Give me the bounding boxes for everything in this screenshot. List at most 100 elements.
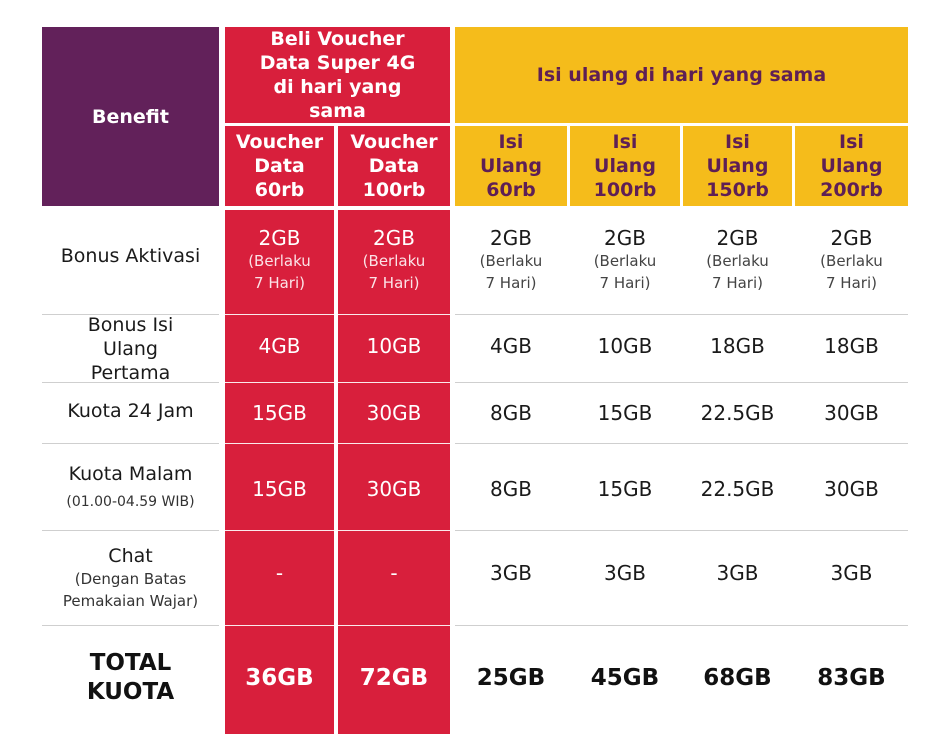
row-sublabel: (Dengan Batas Pemakaian Wajar): [62, 570, 199, 610]
header-col-isi-ulang-200: Isi Ulang 200rb: [795, 126, 908, 206]
cell-value: 8GB: [490, 477, 532, 501]
total-label: TOTAL KUOTA: [86, 650, 175, 705]
cell-kuota-24-isi-100: 15GB: [570, 383, 680, 443]
header-col-label: Voucher Data 100rb: [350, 131, 438, 201]
cell-value: 22.5GB: [700, 477, 775, 501]
header-col-voucher-60: Voucher Data 60rb: [225, 126, 334, 206]
total-isi-100: 45GB: [570, 626, 680, 730]
cell-bonus-aktivasi-isi-60: 2GB (Berlaku 7 Hari): [455, 226, 567, 308]
header-col-voucher-100: Voucher Data 100rb: [338, 126, 450, 206]
header-group-isi-ulang-label: Isi ulang di hari yang sama: [536, 64, 827, 86]
cell-value: 2GB: [258, 226, 301, 250]
header-group-isi-ulang: Isi ulang di hari yang sama: [455, 27, 908, 123]
cell-kuota-malam-voucher-60: 15GB: [225, 444, 334, 534]
row-sublabel: (01.00-04.59 WIB): [66, 494, 195, 510]
row-label-total-kuota: TOTAL KUOTA: [42, 626, 219, 730]
cell-value: 15GB: [252, 401, 307, 425]
cell-kuota-malam-isi-60: 8GB: [455, 444, 567, 534]
row-label-bonus-aktivasi: Bonus Aktivasi: [42, 210, 219, 302]
cell-value: 4GB: [490, 334, 532, 358]
voucher-60-column-bg: [225, 210, 334, 734]
cell-value: 30GB: [366, 401, 422, 425]
cell-kuota-malam-isi-200: 30GB: [795, 444, 908, 534]
cell-note: (Berlaku 7 Hari): [248, 252, 311, 292]
total-value: 68GB: [703, 665, 772, 691]
header-col-isi-ulang-60: Isi Ulang 60rb: [455, 126, 567, 206]
cell-value: 15GB: [252, 477, 307, 501]
cell-bonus-aktivasi-isi-150: 2GB (Berlaku 7 Hari): [683, 226, 792, 308]
header-benefit: Benefit: [42, 27, 219, 206]
cell-value: 8GB: [490, 401, 532, 425]
row-label-kuota-24-jam: Kuota 24 Jam: [42, 383, 219, 439]
cell-bonus-isi-ulang-voucher-100: 10GB: [338, 315, 450, 377]
cell-bonus-isi-ulang-isi-60: 4GB: [455, 315, 567, 377]
cell-chat-isi-150: 3GB: [683, 531, 792, 615]
cell-value: 15GB: [597, 477, 653, 501]
cell-value: 3GB: [830, 561, 873, 585]
cell-value: 18GB: [710, 334, 765, 358]
cell-chat-voucher-100: -: [338, 531, 450, 615]
cell-bonus-isi-ulang-isi-150: 18GB: [683, 315, 792, 377]
header-benefit-label: Benefit: [92, 105, 169, 128]
row-label: Chat: [108, 545, 153, 567]
cell-chat-isi-60: 3GB: [455, 531, 567, 615]
cell-value: 30GB: [824, 401, 879, 425]
header-group-voucher: Beli Voucher Data Super 4G di hari yang …: [225, 27, 450, 123]
total-value: 36GB: [245, 665, 314, 691]
header-col-isi-ulang-100: Isi Ulang 100rb: [570, 126, 680, 206]
row-label-chat: Chat (Dengan Batas Pemakaian Wajar): [42, 531, 219, 625]
total-value: 45GB: [590, 665, 660, 691]
cell-kuota-malam-isi-100: 15GB: [570, 444, 680, 534]
cell-value: 10GB: [366, 334, 422, 358]
cell-chat-voucher-60: -: [225, 531, 334, 615]
cell-bonus-aktivasi-voucher-100: 2GB (Berlaku 7 Hari): [338, 226, 450, 308]
cell-value: 22.5GB: [700, 401, 775, 425]
cell-kuota-24-isi-150: 22.5GB: [683, 383, 792, 443]
header-col-label: Isi Ulang 150rb: [706, 131, 769, 201]
cell-value: 3GB: [604, 561, 646, 585]
cell-kuota-24-voucher-60: 15GB: [225, 383, 334, 443]
cell-value: 2GB: [604, 226, 646, 250]
cell-note: (Berlaku 7 Hari): [820, 252, 883, 292]
cell-kuota-24-voucher-100: 30GB: [338, 383, 450, 443]
row-label: Bonus Aktivasi: [60, 245, 201, 267]
cell-value: -: [390, 561, 398, 585]
header-col-isi-ulang-150: Isi Ulang 150rb: [683, 126, 792, 206]
cell-kuota-malam-isi-150: 22.5GB: [683, 444, 792, 534]
header-col-label: Voucher Data 60rb: [235, 131, 324, 201]
cell-kuota-malam-voucher-100: 30GB: [338, 444, 450, 534]
cell-value: 2GB: [830, 226, 873, 250]
cell-value: 2GB: [490, 226, 532, 250]
header-col-label: Isi Ulang 200rb: [820, 131, 883, 201]
cell-value: 2GB: [716, 226, 759, 250]
voucher-100-column-bg: [338, 210, 450, 734]
cell-chat-isi-200: 3GB: [795, 531, 908, 615]
row-label-bonus-isi-ulang-pertama: Bonus Isi Ulang Pertama: [42, 314, 219, 384]
cell-value: 30GB: [824, 477, 879, 501]
cell-bonus-aktivasi-voucher-60: 2GB (Berlaku 7 Hari): [225, 226, 334, 308]
row-label: Kuota Malam: [68, 463, 193, 485]
cell-bonus-aktivasi-isi-200: 2GB (Berlaku 7 Hari): [795, 226, 908, 308]
total-value: 83GB: [817, 665, 886, 691]
cell-bonus-aktivasi-isi-100: 2GB (Berlaku 7 Hari): [570, 226, 680, 308]
cell-kuota-24-isi-200: 30GB: [795, 383, 908, 443]
total-voucher-60: 36GB: [225, 626, 334, 730]
cell-chat-isi-100: 3GB: [570, 531, 680, 615]
row-label-kuota-malam: Kuota Malam (01.00-04.59 WIB): [42, 444, 219, 530]
cell-note: (Berlaku 7 Hari): [593, 252, 657, 292]
total-isi-200: 83GB: [795, 626, 908, 730]
total-isi-150: 68GB: [683, 626, 792, 730]
cell-note: (Berlaku 7 Hari): [479, 252, 543, 292]
header-group-voucher-label: Beli Voucher Data Super 4G di hari yang …: [259, 28, 416, 122]
row-label: Kuota 24 Jam: [67, 400, 194, 422]
total-isi-60: 25GB: [455, 626, 567, 730]
cell-bonus-isi-ulang-isi-200: 18GB: [795, 315, 908, 377]
total-value: 25GB: [476, 665, 546, 691]
cell-value: 4GB: [258, 334, 301, 358]
cell-value: 18GB: [824, 334, 879, 358]
header-col-label: Isi Ulang 60rb: [480, 131, 542, 201]
cell-bonus-isi-ulang-voucher-60: 4GB: [225, 315, 334, 377]
header-col-label: Isi Ulang 100rb: [593, 131, 657, 201]
cell-note: (Berlaku 7 Hari): [362, 252, 426, 292]
cell-value: 30GB: [366, 477, 422, 501]
